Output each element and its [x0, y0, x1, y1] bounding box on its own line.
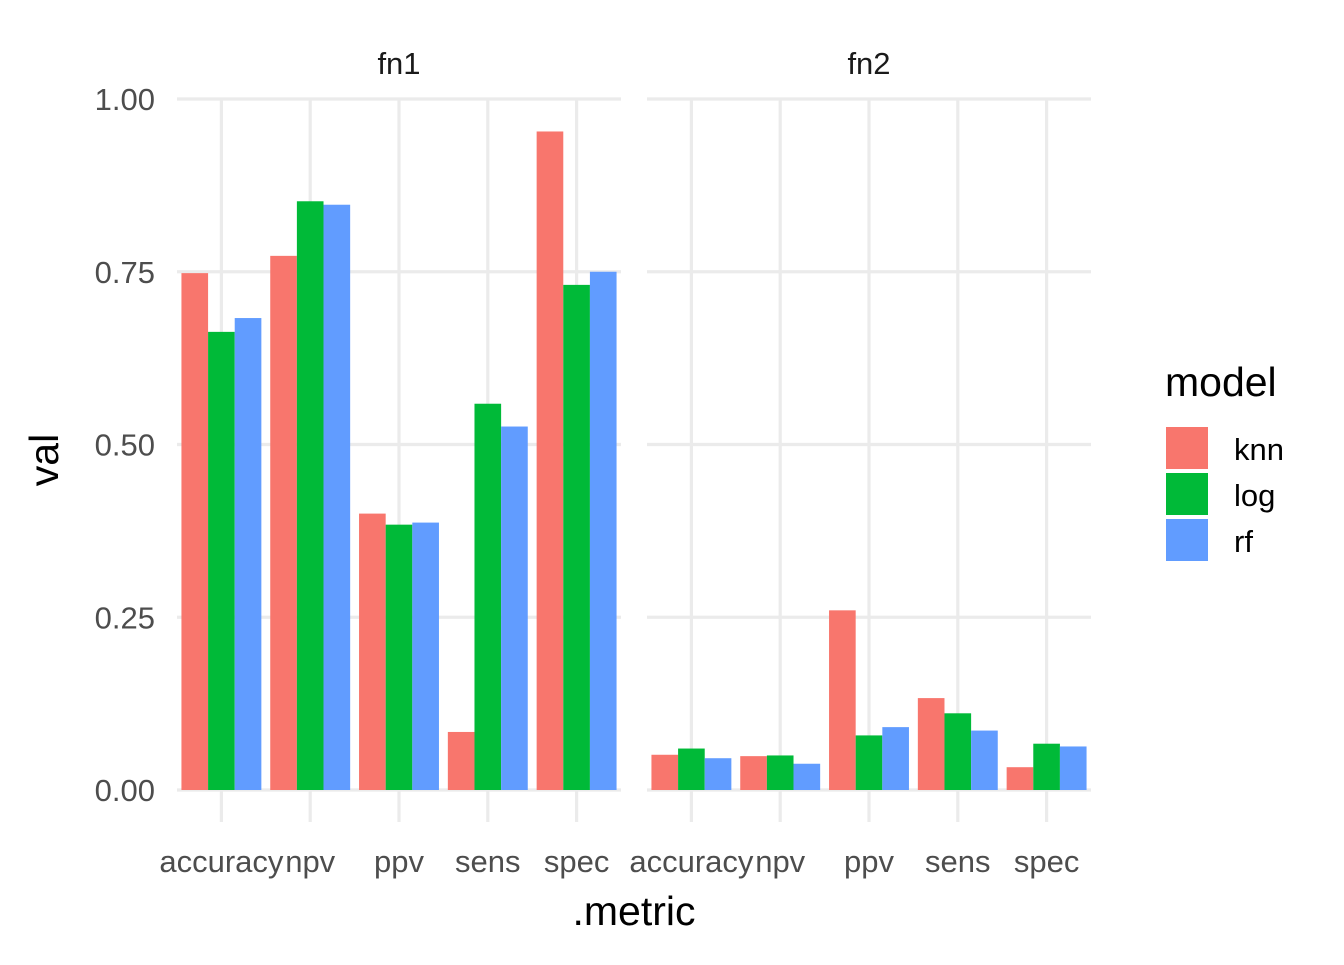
- bar-fn1-rf-npv: [323, 204, 351, 790]
- bar-fn1-knn-ppv: [359, 513, 386, 790]
- bar-fn1-rf-spec: [589, 271, 617, 790]
- bar-fn1-rf-accuracy: [234, 318, 262, 790]
- bar-fn1-knn-sens: [447, 731, 475, 790]
- x-tick-label: spec: [1014, 844, 1079, 879]
- y-axis-title: val: [21, 434, 67, 486]
- bar-fn2-log-sens: [944, 713, 972, 790]
- y-tick-label: 0.00: [95, 773, 155, 808]
- legend-label-log: log: [1234, 478, 1275, 513]
- x-tick-label: ppv: [374, 844, 424, 879]
- x-tick-label: sens: [925, 844, 990, 879]
- y-tick-label: 0.50: [95, 428, 155, 463]
- bar-fn2-log-ppv: [855, 735, 883, 790]
- bar-fn1-rf-ppv: [412, 522, 439, 790]
- x-tick-label: npv: [755, 844, 805, 879]
- legend-title: model: [1165, 359, 1277, 405]
- bar-fn2-knn-ppv: [829, 610, 856, 790]
- bar-fn2-rf-spec: [1059, 746, 1087, 790]
- facet-label-fn1: fn1: [377, 46, 420, 81]
- facet-label-fn2: fn2: [847, 46, 890, 81]
- bar-fn2-knn-sens: [917, 698, 945, 790]
- bar-fn2-rf-ppv: [882, 727, 909, 790]
- x-tick-label: sens: [455, 844, 520, 879]
- bar-fn1-log-npv: [296, 201, 324, 790]
- bar-fn1-knn-accuracy: [181, 273, 209, 791]
- bar-fn1-rf-sens: [501, 426, 528, 790]
- bar-fn2-rf-sens: [971, 730, 998, 790]
- legend-label-knn: knn: [1234, 432, 1284, 467]
- x-axis-title: .metric: [573, 888, 696, 934]
- legend-label-rf: rf: [1234, 524, 1253, 559]
- bar-fn1-log-ppv: [385, 524, 413, 790]
- bar-fn2-log-accuracy: [678, 748, 705, 790]
- bar-fn2-log-npv: [766, 755, 794, 790]
- x-tick-label: accuracy: [629, 844, 754, 879]
- legend-swatch-knn: [1166, 427, 1208, 469]
- bar-fn1-log-spec: [563, 284, 590, 790]
- legend-swatch-rf: [1166, 519, 1208, 561]
- bar-fn1-log-sens: [474, 403, 502, 790]
- bar-fn2-knn-npv: [740, 756, 767, 790]
- x-tick-label: spec: [544, 844, 609, 879]
- bar-fn2-log-spec: [1033, 743, 1060, 790]
- legend-swatch-log: [1166, 473, 1208, 515]
- y-tick-label: 0.25: [95, 600, 155, 635]
- bar-fn2-knn-accuracy: [651, 754, 679, 790]
- y-tick-label: 1.00: [95, 82, 155, 117]
- bar-fn2-knn-spec: [1006, 767, 1034, 790]
- bar-fn2-rf-accuracy: [704, 758, 732, 790]
- bar-fn1-log-accuracy: [208, 331, 235, 790]
- x-tick-label: npv: [285, 844, 335, 879]
- x-tick-label: accuracy: [159, 844, 284, 879]
- y-tick-label: 0.75: [95, 255, 155, 290]
- bar-fn1-knn-spec: [536, 131, 564, 791]
- x-tick-label: ppv: [844, 844, 894, 879]
- bar-fn2-rf-npv: [793, 763, 821, 790]
- bar-fn1-knn-npv: [270, 255, 297, 790]
